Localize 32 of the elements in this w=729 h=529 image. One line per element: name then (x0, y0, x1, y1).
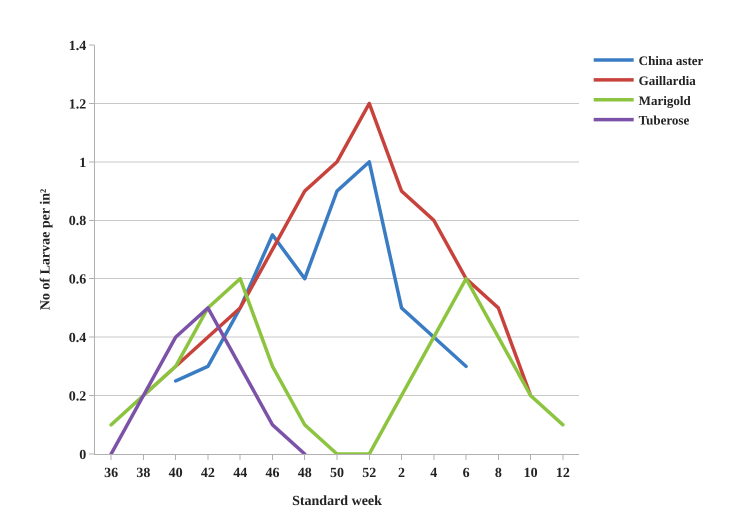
x-axis-title: Standard week (292, 494, 382, 510)
x-tick-label: 50 (330, 466, 344, 481)
legend-label: Marigold (638, 92, 692, 108)
x-tick-label: 36 (104, 466, 118, 481)
x-tick-label: 6 (462, 466, 470, 481)
x-tick-label: 40 (168, 466, 183, 481)
y-tick-label: 0 (79, 448, 86, 463)
x-tick-label: 12 (556, 466, 570, 481)
x-tick-label: 38 (136, 466, 150, 481)
x-tick-label: 10 (524, 466, 538, 481)
x-tick-label: 46 (265, 466, 280, 481)
x-tick-label: 8 (494, 466, 502, 481)
legend-label: China aster (638, 53, 704, 68)
x-tick-label: 4 (430, 466, 438, 481)
legend-label: Gaillardia (638, 72, 696, 88)
y-tick-label: 0.4 (68, 331, 86, 346)
y-tick-label: 0.6 (68, 272, 86, 288)
x-tick-label: 44 (233, 466, 248, 481)
x-tick-label: 48 (298, 466, 312, 481)
line-series (109, 306, 306, 454)
x-tick-label: 52 (362, 466, 376, 481)
x-tick-label: 42 (200, 466, 215, 481)
y-tick-label: 0.2 (68, 389, 86, 404)
y-tick-label: 1.4 (68, 38, 86, 54)
line-series (174, 160, 468, 383)
y-axis-title: No of Larvae per in² (38, 188, 54, 310)
legend-label: Tuberose (638, 112, 690, 128)
y-tick-label: 1.2 (68, 97, 86, 112)
y-tick-label: 0.8 (68, 214, 86, 230)
line-series (109, 276, 565, 454)
x-tick-label: 2 (398, 466, 406, 481)
y-tick-label: 1 (79, 156, 86, 171)
